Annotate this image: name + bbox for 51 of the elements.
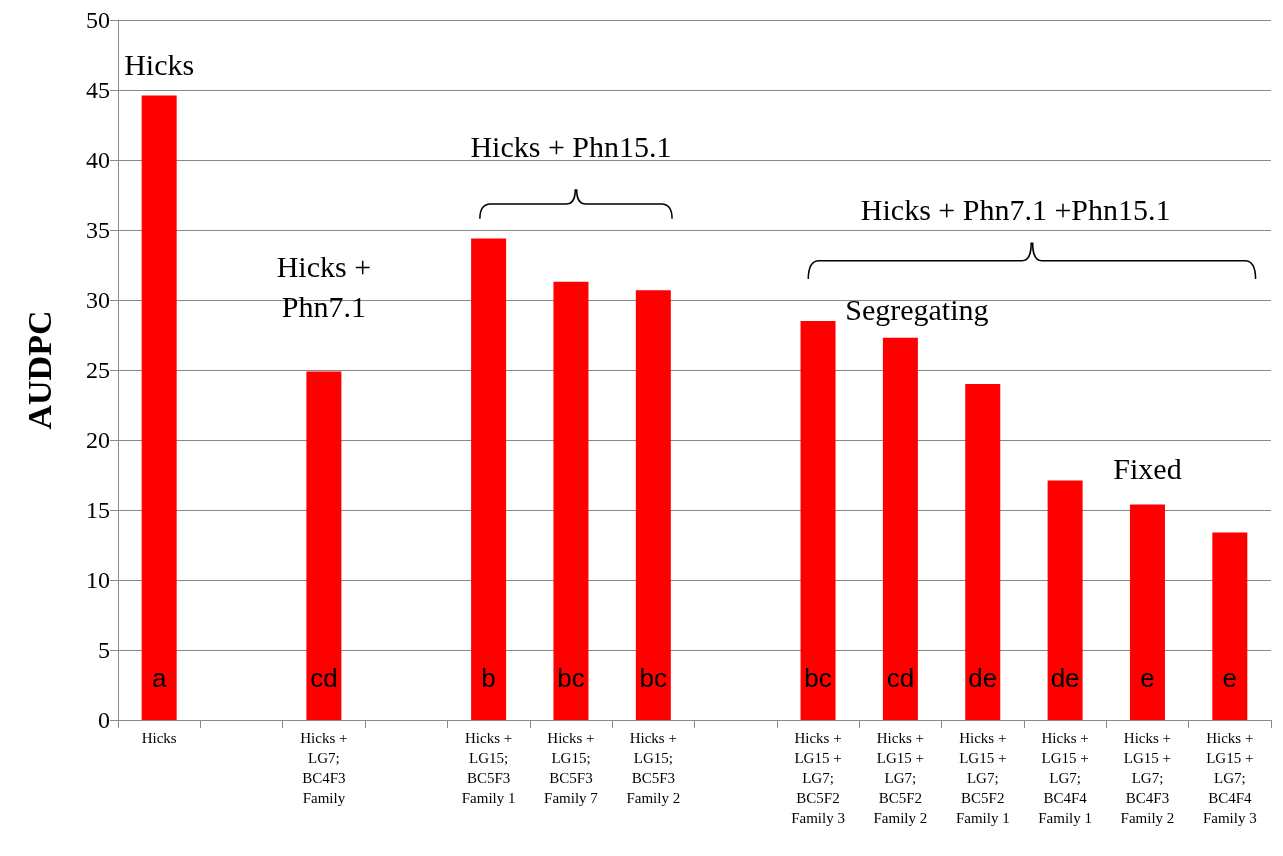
- y-tick-label: 0: [98, 707, 110, 733]
- annotation: Hicks + Phn15.1: [470, 129, 672, 163]
- bar: [141, 95, 177, 720]
- x-tick-label: Hicks + LG15; BC5F3 Family 2: [626, 730, 681, 806]
- x-tick-label: Hicks + LG15; BC5F3 Family 1: [461, 730, 516, 806]
- bar: [882, 337, 918, 720]
- annotation: Hicks: [124, 48, 195, 82]
- y-axis-title: AUDPC: [20, 310, 58, 430]
- y-tick-label: 25: [86, 357, 110, 383]
- y-tick-label: 45: [86, 77, 110, 103]
- y-tick-label: 20: [86, 427, 110, 453]
- annotation: e: [1222, 663, 1238, 693]
- x-tick-label: Hicks + LG15; BC5F3 Family 7: [544, 730, 599, 806]
- x-tick-label: Hicks: [141, 730, 177, 746]
- annotation: e: [1140, 663, 1155, 693]
- annotation: de: [968, 663, 998, 693]
- bar: [553, 281, 589, 720]
- bar: [1047, 480, 1083, 720]
- bar: [1129, 504, 1165, 720]
- x-tick-label: Hicks + LG15 + LG7; BC5F2 Family 2: [873, 730, 928, 826]
- annotation: Hicks + Phn7.1 +Phn15.1: [860, 192, 1171, 226]
- annotation: a: [151, 663, 167, 693]
- x-tick-label: Hicks + LG15 + LG7; BC5F2 Family 3: [791, 730, 845, 826]
- annotation: Segregating: [845, 293, 989, 327]
- bar: [1212, 532, 1248, 720]
- bar: [965, 384, 1001, 720]
- x-tick-label: Hicks + LG15 + LG7; BC4F3 Family 2: [1120, 730, 1175, 826]
- y-tick-label: 40: [86, 147, 110, 173]
- bar: [471, 238, 507, 720]
- y-tick-label: 35: [86, 217, 110, 243]
- annotation: b: [481, 663, 496, 693]
- y-tick-label: 30: [86, 287, 110, 313]
- annotation: bc: [639, 663, 668, 693]
- bar: [635, 290, 671, 720]
- annotation: bc: [557, 663, 585, 693]
- bar: [306, 371, 342, 720]
- annotation: bc: [804, 663, 832, 693]
- y-tick-label: 10: [86, 567, 110, 593]
- x-tick-label: Hicks + LG15 + LG7; BC5F2 Family 1: [955, 730, 1010, 826]
- y-tick-label: 50: [86, 7, 110, 33]
- y-tick-label: 15: [86, 497, 110, 523]
- annotation: cd: [310, 663, 338, 693]
- annotation: cd: [886, 663, 915, 693]
- x-tick-label: Hicks + LG15 + LG7; BC4F4 Family 1: [1038, 730, 1092, 826]
- x-tick-label: Hicks + LG7; BC4F3 Family: [300, 730, 348, 806]
- x-tick-label: Hicks + LG15 + LG7; BC4F4 Family 3: [1202, 730, 1257, 826]
- bar: [800, 321, 836, 720]
- y-tick-label: 5: [98, 637, 110, 663]
- annotation: Fixed: [1113, 451, 1182, 485]
- annotation: Hicks + Phn7.1: [276, 249, 372, 323]
- annotation: de: [1050, 663, 1080, 693]
